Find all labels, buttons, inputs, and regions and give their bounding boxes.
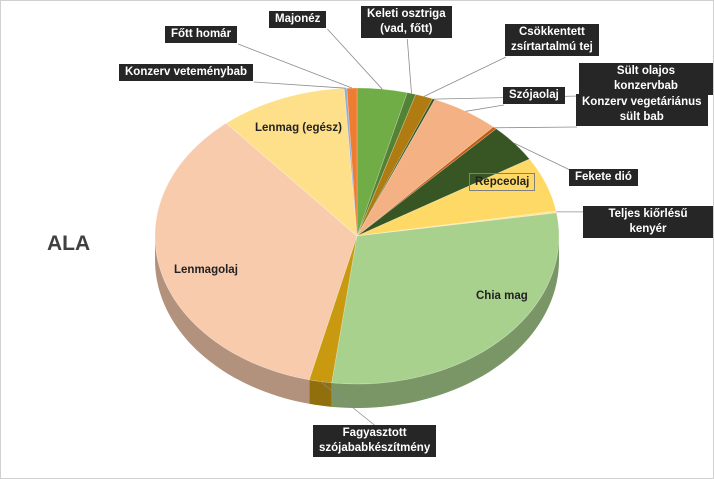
- slice-label-14: Főtt homár: [165, 26, 238, 43]
- pie-slice-12[interactable]: [225, 87, 358, 237]
- leader-line-5: [494, 126, 578, 129]
- leader-line-4: [465, 104, 505, 112]
- pie-side-11: [155, 236, 310, 404]
- slice-label-5: Konzerv vegetáriánus sült bab: [576, 94, 708, 126]
- slice-label-9: Chia mag: [476, 290, 528, 302]
- slice-label-13: Konzerv veteménybab: [119, 64, 254, 81]
- slice-label-7: Repceolaj: [469, 173, 536, 191]
- slice-label-8: Teljes kiőrlésű kenyér: [583, 206, 713, 238]
- slice-label-11: Lenmagolaj: [174, 264, 238, 276]
- pie-slice-11[interactable]: [154, 122, 358, 381]
- pie-side-walls: [155, 236, 559, 408]
- slice-label-4: Szójaolaj: [503, 87, 565, 104]
- leader-line-10: [320, 381, 376, 427]
- leader-line-14: [237, 43, 353, 89]
- pie-slice-0[interactable]: [356, 87, 408, 237]
- leader-line-0: [327, 28, 383, 90]
- slice-label-6: Fekete dió: [569, 169, 638, 186]
- slice-label-12: Lenmag (egész): [255, 122, 342, 134]
- pie-slices: [154, 87, 560, 385]
- pie-slice-14[interactable]: [346, 87, 358, 237]
- slice-label-10: Fagyasztott szójababkészítmény: [313, 425, 437, 457]
- pie-side-10: [309, 379, 332, 407]
- slice-label-2: Csökkentett zsírtartalmú tej: [505, 24, 599, 56]
- pie-slice-7[interactable]: [356, 158, 557, 237]
- pie-side-9: [331, 236, 559, 408]
- pie-slice-9[interactable]: [331, 212, 560, 385]
- slice-label-0: Majonéz: [269, 11, 327, 28]
- leader-line-6: [514, 142, 571, 171]
- leader-line-1: [406, 38, 412, 94]
- leader-line-2: [424, 56, 507, 97]
- slice-label-1: Keleti osztriga (vad, főtt): [361, 6, 452, 38]
- leader-line-13: [254, 81, 346, 89]
- chart-title: ALA: [47, 232, 91, 255]
- slice-label-3: Sült olajos konzervbab: [579, 63, 713, 95]
